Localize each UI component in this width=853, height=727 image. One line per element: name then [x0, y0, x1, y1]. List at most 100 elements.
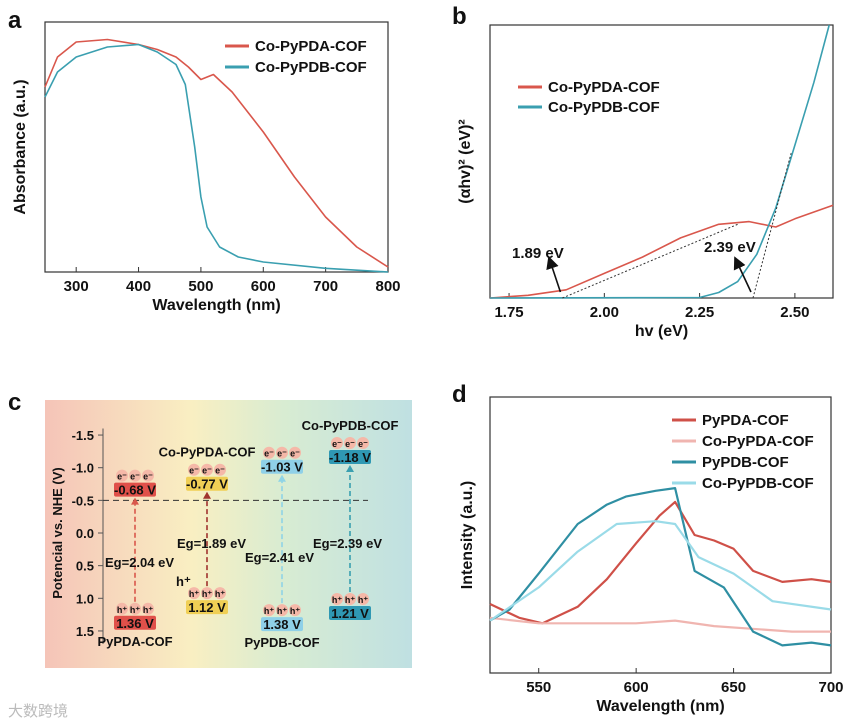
- x-tick-label: 550: [526, 679, 551, 696]
- x-axis-label: Wavelength (nm): [152, 297, 280, 314]
- electron-label: e⁻: [277, 449, 287, 459]
- electron-icon: [188, 463, 200, 476]
- x-tick-label: 500: [188, 278, 213, 295]
- electron-label: e⁻: [130, 472, 140, 482]
- chart-c: -1.5 -1.0 -0.5 0.0 0.5 1.0 1.5 Potencial vs. NH…: [45, 400, 412, 668]
- x-axis-label: Wavelength (nm): [596, 698, 724, 715]
- x-tick-label: 2.00: [590, 304, 619, 321]
- electron-icon: [357, 436, 369, 449]
- electron-icon: [276, 446, 288, 459]
- vb-label: 1.36 V: [116, 616, 154, 631]
- hole-icon: [142, 602, 154, 615]
- electron-icon: [142, 469, 154, 482]
- x-tick-label: 700: [313, 278, 338, 295]
- material-name: PyPDA-COF: [97, 634, 172, 649]
- x-tick-label: 2.50: [780, 304, 809, 321]
- cb-label: -1.18 V: [329, 450, 371, 465]
- hole-icon: [188, 587, 200, 600]
- chart-b: 1.75 2.00 2.25 2.50 hv (eV) (αhv)² (eV)² Co-Py…: [457, 24, 834, 340]
- chart-d: 550 600 650 700 Wavelength (nm) Intensity (a.…: [459, 396, 844, 715]
- hole-icon: [344, 593, 356, 606]
- hole-label: h⁺: [143, 605, 153, 615]
- vb-label: 1.12 V: [188, 600, 226, 615]
- cb-label: -0.77 V: [186, 477, 228, 492]
- arrow-icon: [733, 256, 752, 293]
- plot-frame: [44, 21, 389, 273]
- y-axis-label: (αhv)² (eV)²: [457, 119, 474, 204]
- y-tick-label: -1.0: [72, 461, 94, 476]
- hole-label: h⁺: [277, 606, 287, 616]
- series-line-co-pypda-cof: [489, 204, 834, 299]
- electron-label: e⁻: [290, 449, 300, 459]
- hole-icon: [289, 604, 301, 617]
- y-tick-label: -0.5: [72, 493, 94, 508]
- vb-box: [114, 615, 156, 630]
- cb-box: [329, 449, 371, 464]
- hole-icon: [116, 602, 128, 615]
- hole-label: h⁺: [332, 595, 342, 605]
- series-line-co-pypda-cof: [489, 616, 831, 633]
- band-gap-label: Eg=2.04 eV: [105, 555, 174, 570]
- hole-icon: [276, 604, 288, 617]
- legend-label: PyPDA-COF: [702, 412, 789, 429]
- legend-label: Co-PyPDB-COF: [255, 59, 367, 76]
- arrow-head-icon: [203, 491, 211, 499]
- x-tick-label: 650: [721, 679, 746, 696]
- y-axis-label: Absorbance (a.u.): [12, 79, 29, 214]
- electron-icon: [263, 446, 275, 459]
- band-gap-label: Eg=1.89 eV: [177, 536, 246, 551]
- y-tick-label: 1.0: [76, 591, 94, 606]
- band-gap-label: Eg=2.41 eV: [245, 550, 314, 565]
- hole-label: h⁺: [189, 589, 199, 599]
- arrow-head-icon: [346, 464, 354, 472]
- electron-label: e⁻: [143, 472, 153, 482]
- x-tick-label: 2.25: [685, 304, 714, 321]
- material-name: Co-PyPDB-COF: [302, 418, 399, 433]
- hole-label: h⁺: [264, 606, 274, 616]
- series-line-co-pypda-cof: [44, 38, 389, 268]
- legend-label: Co-PyPDA-COF: [702, 433, 814, 450]
- y-tick-label: 0.0: [76, 526, 94, 541]
- vb-box: [186, 600, 228, 615]
- electron-icon: [201, 463, 213, 476]
- tangent-line: [562, 223, 738, 299]
- cb-box: [186, 476, 228, 491]
- electron-icon: [331, 436, 343, 449]
- y-axis-label: Potencial vs. NHE (V): [50, 467, 65, 598]
- material-name: Co-PyPDA-COF: [159, 445, 256, 460]
- vb-label: 1.38 V: [263, 617, 301, 632]
- hole-label: h⁺: [358, 595, 368, 605]
- electron-icon: [289, 446, 301, 459]
- legend-label: Co-PyPDB-COF: [702, 475, 814, 492]
- legend-label: Co-PyPDB-COF: [548, 99, 660, 116]
- cb-box: [114, 482, 156, 497]
- series-line-co-pypdb-cof: [44, 43, 389, 273]
- electron-label: e⁻: [215, 466, 225, 476]
- panel-label-d: d: [452, 381, 467, 408]
- hole-label: h⁺: [117, 605, 127, 615]
- electron-label: e⁻: [117, 472, 127, 482]
- series-line-pypdb-cof: [489, 487, 832, 647]
- arrow-head-icon: [278, 474, 286, 482]
- cb-label: -1.03 V: [261, 460, 303, 475]
- x-tick-label: 600: [251, 278, 276, 295]
- cb-box: [261, 459, 303, 474]
- electron-label: e⁻: [264, 449, 274, 459]
- electron-label: e⁻: [358, 439, 368, 449]
- hole-label: h⁺: [176, 574, 191, 589]
- electron-label: e⁻: [202, 466, 212, 476]
- x-tick-label: 300: [64, 278, 89, 295]
- hole-label: h⁺: [290, 606, 300, 616]
- electron-label: e⁻: [332, 439, 342, 449]
- diagram-background: [45, 400, 412, 668]
- electron-label: e⁻: [345, 439, 355, 449]
- hole-icon: [201, 587, 213, 600]
- cb-label: -0.68 V: [114, 483, 156, 498]
- hole-label: h⁺: [130, 605, 140, 615]
- x-tick-label: 800: [375, 278, 400, 295]
- material-name: PyPDB-COF: [244, 635, 319, 650]
- electron-label: e⁻: [189, 466, 199, 476]
- vb-label: 1.21 V: [331, 606, 369, 621]
- arrow-icon: [546, 255, 562, 293]
